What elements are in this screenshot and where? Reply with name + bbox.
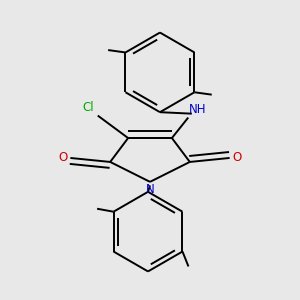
- Text: Cl: Cl: [82, 101, 94, 114]
- Text: O: O: [58, 152, 68, 164]
- Text: N: N: [146, 183, 154, 196]
- Text: O: O: [232, 152, 242, 164]
- Text: NH: NH: [188, 103, 206, 116]
